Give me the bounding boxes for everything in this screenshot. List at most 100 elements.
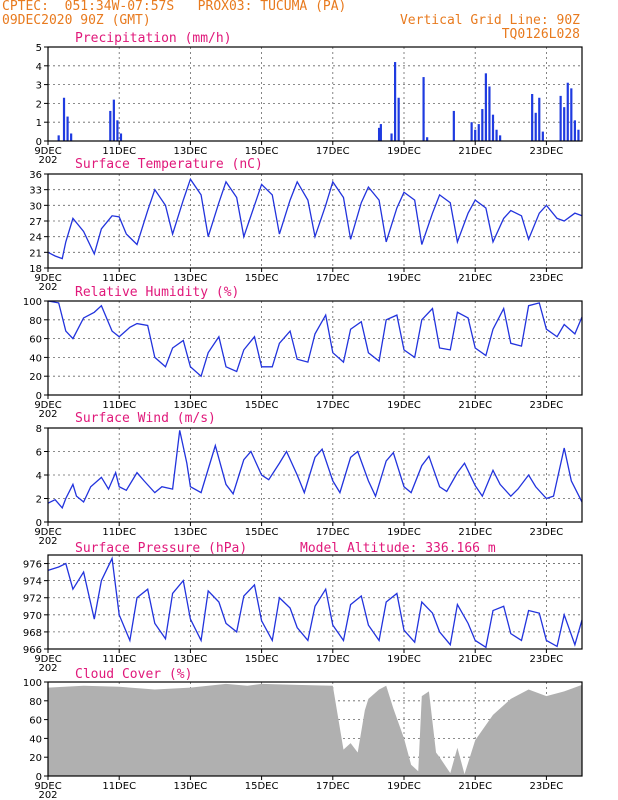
precip-bar <box>470 122 473 141</box>
x-tick-label: 21DEC <box>458 273 492 284</box>
x-tick-label: 17DEC <box>316 146 350 157</box>
precip-bar <box>452 110 455 141</box>
y-tick-label: 80 <box>29 316 42 327</box>
x-tick-label: 23DEC <box>530 781 564 792</box>
x-tick-label: 19DEC <box>387 527 421 538</box>
x-tick-label: 9DEC <box>34 781 61 792</box>
x-tick-label: 23DEC <box>530 654 564 665</box>
x-tick-label: 23DEC <box>530 273 564 284</box>
panel-annotation: Model Altitude: 336.166 m <box>300 541 496 556</box>
precip-bar <box>538 97 541 141</box>
x-tick-label: 19DEC <box>387 400 421 411</box>
precip-bar <box>495 129 498 141</box>
x-tick-label: 13DEC <box>174 781 208 792</box>
panel-frame <box>47 554 583 650</box>
precip-bar <box>394 62 397 141</box>
y-tick-label: 36 <box>29 170 42 181</box>
precip-bar <box>119 133 123 141</box>
precip-bar <box>541 131 544 141</box>
panel-frame <box>47 300 583 396</box>
x-tick-label: 11DEC <box>102 400 136 411</box>
series-line <box>47 177 583 260</box>
x-sublabel: 202 <box>38 409 57 420</box>
x-tick-label: 13DEC <box>174 400 208 411</box>
y-tick-label: 0 <box>36 391 42 402</box>
y-tick-label: 2 <box>36 495 42 506</box>
y-tick-label: 4 <box>36 471 42 482</box>
precip-bar <box>57 135 60 141</box>
panel-title: Surface Temperature (nC) <box>75 157 263 172</box>
x-tick-label: 21DEC <box>458 400 492 411</box>
y-tick-label: 0 <box>36 518 42 529</box>
precip-bar <box>377 127 381 141</box>
y-tick-label: 30 <box>29 201 42 212</box>
x-tick-label: 11DEC <box>102 273 136 284</box>
precip-bar <box>70 133 73 141</box>
x-tick-label: 9DEC <box>34 273 61 284</box>
panel-frame <box>47 427 583 523</box>
series-line <box>47 556 583 649</box>
x-tick-label: 23DEC <box>530 400 564 411</box>
y-tick-label: 100 <box>23 678 42 689</box>
precip-bar <box>116 120 119 141</box>
x-tick-label: 19DEC <box>387 781 421 792</box>
panel-title: Surface Wind (m/s) <box>75 411 216 426</box>
y-tick-label: 33 <box>29 186 42 197</box>
precip-bar <box>566 82 569 141</box>
y-tick-label: 60 <box>29 716 42 727</box>
y-tick-label: 4 <box>36 62 42 73</box>
series-line <box>47 300 583 378</box>
panel-title: Precipitation (mm/h) <box>75 31 232 46</box>
y-tick-label: 1 <box>36 118 42 129</box>
x-tick-label: 9DEC <box>34 527 61 538</box>
y-tick-label: 8 <box>36 424 42 435</box>
precip-bar <box>474 129 477 141</box>
y-tick-label: 966 <box>23 645 42 656</box>
y-tick-label: 2 <box>36 99 42 110</box>
y-tick-label: 40 <box>29 734 42 745</box>
x-tick-label: 23DEC <box>530 527 564 538</box>
x-tick-label: 9DEC <box>34 654 61 665</box>
y-tick-label: 972 <box>23 594 42 605</box>
header-line3-right: TQ0126L028 <box>501 27 580 42</box>
y-tick-label: 3 <box>36 81 42 92</box>
x-tick-label: 9DEC <box>34 146 61 157</box>
y-tick-label: 20 <box>29 753 42 764</box>
precip-bar <box>577 129 580 141</box>
x-tick-label: 11DEC <box>102 781 136 792</box>
precip-bar <box>112 99 115 141</box>
precip-bar <box>499 135 502 141</box>
y-tick-label: 968 <box>23 628 42 639</box>
precip-bar <box>531 94 534 141</box>
x-tick-label: 17DEC <box>316 400 350 411</box>
x-sublabel: 202 <box>38 790 57 800</box>
header-line1-left: CPTEC: 051:34W-07:57S PROX03: TUCUMA (PA… <box>2 0 347 14</box>
x-tick-label: 17DEC <box>316 781 350 792</box>
x-tick-label: 17DEC <box>316 654 350 665</box>
x-sublabel: 202 <box>38 663 57 674</box>
header-line2-right: Vertical Grid Line: 90Z <box>399 13 580 28</box>
precip-bar <box>426 137 429 141</box>
precip-bar <box>422 77 425 141</box>
x-tick-label: 17DEC <box>316 527 350 538</box>
x-tick-label: 15DEC <box>245 400 279 411</box>
x-tick-label: 15DEC <box>245 146 279 157</box>
panel-frame <box>47 173 583 269</box>
precip-bar <box>563 107 566 141</box>
x-tick-label: 15DEC <box>245 781 279 792</box>
x-tick-label: 17DEC <box>316 273 350 284</box>
x-tick-label: 21DEC <box>458 146 492 157</box>
precip-bar <box>390 133 393 141</box>
precip-bar <box>573 120 576 141</box>
x-sublabel: 202 <box>38 155 57 166</box>
y-tick-label: 970 <box>23 611 42 622</box>
y-tick-label: 20 <box>29 372 42 383</box>
x-tick-label: 13DEC <box>174 273 208 284</box>
y-tick-label: 40 <box>29 353 42 364</box>
precip-bar <box>477 124 480 141</box>
panel-title: Surface Pressure (hPa) <box>75 541 247 556</box>
y-tick-label: 24 <box>29 233 42 244</box>
panel-frame <box>47 46 583 142</box>
y-tick-label: 974 <box>23 577 42 588</box>
panel-title: Relative Humidity (%) <box>75 285 239 300</box>
